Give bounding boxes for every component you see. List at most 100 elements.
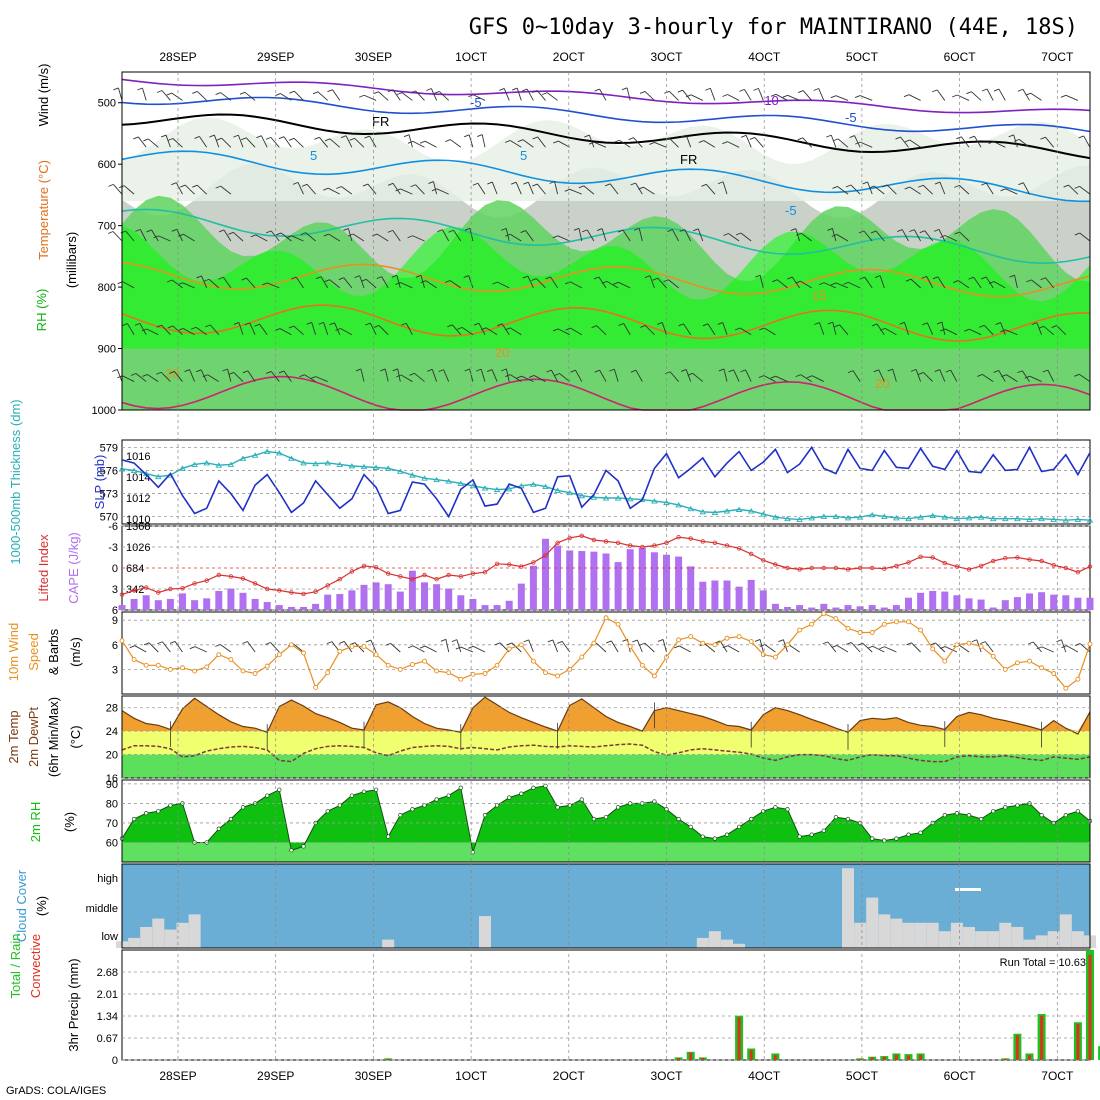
wind-barb-feather — [487, 181, 493, 185]
wind-barb — [510, 374, 522, 382]
wind-barb-feather — [874, 275, 881, 278]
wind-barb-feather — [981, 88, 988, 92]
wind-barb — [293, 643, 304, 653]
wind-barb-feather — [847, 370, 854, 374]
wind-speed-marker — [1063, 685, 1069, 691]
cape-bar — [336, 594, 344, 610]
wind-barb-feather — [156, 371, 162, 375]
rh-marker — [240, 805, 246, 810]
wind-barb-feather — [895, 136, 901, 140]
cape-bar — [1001, 600, 1009, 610]
isotherm-line — [121, 261, 1091, 298]
wind-barb — [944, 235, 958, 242]
cape-bar — [808, 607, 816, 610]
wind-barb — [172, 138, 183, 148]
wind-speed-marker — [639, 662, 645, 668]
wind-barb — [415, 90, 425, 101]
lifted-index-marker — [143, 585, 149, 590]
wind-barb — [1041, 646, 1054, 653]
wind-barb — [926, 322, 934, 335]
wind-barb-feather — [814, 322, 820, 325]
lifted-index-marker — [507, 562, 512, 567]
wind-barb — [818, 88, 825, 101]
wind-barb — [412, 140, 425, 148]
wind-speed-marker — [192, 668, 198, 674]
contour-label: 20 — [875, 376, 889, 391]
bottom-x-tick-label: 5OCT — [846, 1069, 879, 1083]
wind-barb-feather — [954, 231, 960, 235]
wind-barb-feather — [702, 323, 709, 327]
cape-bar — [892, 605, 900, 610]
wind-barb-feather — [395, 188, 401, 192]
wind-barb-feather — [339, 641, 345, 644]
cape-bar — [493, 605, 501, 610]
lifted-index-marker — [216, 572, 221, 578]
wind-barb-feather — [299, 374, 305, 378]
wind-barb — [727, 94, 740, 101]
wind-barb — [939, 369, 946, 382]
thickness-marker — [759, 511, 767, 517]
rh-marker — [301, 844, 306, 849]
wind-barb — [558, 140, 570, 148]
wind-barb-feather — [621, 87, 628, 91]
lifted-index-marker — [1003, 556, 1008, 561]
wind-barb — [944, 646, 958, 653]
wind-barb-feather — [1017, 370, 1023, 374]
wind-barb — [777, 279, 788, 289]
wind-barb-feather — [936, 321, 943, 325]
thickness-marker — [1050, 516, 1058, 522]
cape-bar — [626, 549, 634, 610]
wind-speed-marker — [918, 627, 924, 633]
wind-barb-feather — [1017, 88, 1024, 92]
wind-barb — [1047, 369, 1055, 382]
wind-barb — [536, 90, 546, 101]
wind-speed-marker — [724, 635, 730, 641]
wind-barb-feather — [532, 90, 538, 93]
precip-convective-bar — [919, 1054, 923, 1060]
lifted-index-marker — [252, 581, 258, 586]
wind-barb — [764, 327, 776, 336]
wind-barb-feather — [988, 281, 995, 284]
wind-barb-feather — [184, 369, 190, 373]
y-tick-label: 9 — [112, 615, 118, 627]
wind-barb-feather — [499, 87, 505, 91]
wind-speed-marker — [942, 658, 948, 664]
low-cloud-bar — [176, 922, 189, 948]
low-cloud-bar — [1059, 914, 1072, 948]
wind-barb-feather — [606, 640, 612, 644]
wind-barb — [485, 327, 498, 336]
cape-bar — [554, 545, 562, 610]
wind-barb — [199, 136, 208, 148]
low-cloud-bar — [950, 922, 963, 948]
wind-barb — [588, 134, 595, 148]
thickness-marker — [215, 462, 223, 468]
lifted-index-marker — [930, 555, 935, 560]
wind-barb-feather — [347, 233, 354, 237]
thickness-marker — [457, 480, 465, 486]
wind-barb — [935, 642, 946, 653]
y-axis-label-thickness: 1000-500mb Thickness (dm) — [8, 399, 23, 564]
wind-barb-feather — [644, 275, 651, 279]
wind-barb — [1043, 325, 1054, 336]
wind-barb-feather — [787, 276, 793, 280]
wind-barb — [959, 231, 970, 242]
precip-convective-bar — [701, 1058, 705, 1060]
wind-barb-feather — [770, 93, 777, 97]
rh-marker — [942, 812, 947, 818]
wind-barb-feather — [464, 368, 470, 372]
wind-speed-marker — [155, 662, 161, 668]
wind-barb — [941, 321, 946, 335]
wind-barb — [575, 369, 583, 382]
wind-barb — [460, 646, 474, 653]
wind-barb — [220, 185, 232, 195]
lifted-index-marker — [918, 554, 923, 559]
top-x-tick-label: 29SEP — [257, 50, 294, 64]
wind-10m-panel: 3 6 9 10m Wind Speed & Barbs (m/s) — [6, 611, 1093, 695]
thickness-marker — [868, 511, 876, 518]
y-tick-label: 3 — [112, 664, 118, 676]
thickness-marker — [929, 512, 937, 519]
thickness-marker — [953, 515, 961, 522]
isotherm-line — [121, 113, 1091, 160]
wind-barb-feather — [112, 369, 118, 372]
low-cloud-bar — [938, 931, 951, 948]
